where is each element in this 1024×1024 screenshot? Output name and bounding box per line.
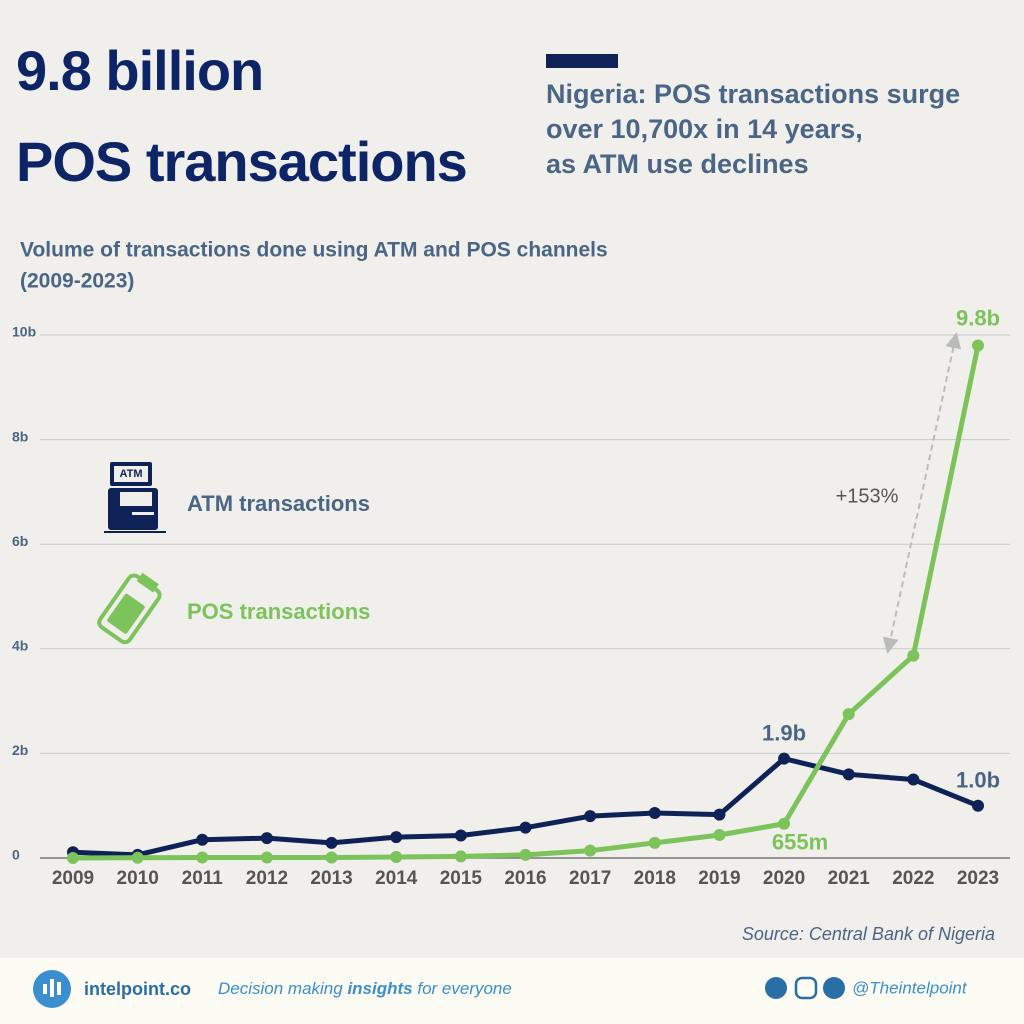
data-point xyxy=(325,836,338,849)
data-point xyxy=(196,851,209,864)
data-point xyxy=(648,807,661,820)
value-label: 1.9b xyxy=(762,720,806,745)
subheadline: over 10,700x in 14 years, xyxy=(546,114,863,144)
x-tick-label: 2020 xyxy=(763,868,805,889)
data-point xyxy=(131,851,144,864)
x-tick-label: 2011 xyxy=(182,868,224,889)
tagline-part: insights xyxy=(347,979,412,998)
footer xyxy=(0,958,1024,1024)
data-point xyxy=(842,768,855,781)
data-point xyxy=(907,773,920,786)
x-tick-label: 2015 xyxy=(440,868,483,889)
data-point xyxy=(842,708,855,721)
data-point xyxy=(67,851,79,864)
data-point xyxy=(584,810,597,823)
annotation-arrow xyxy=(882,332,962,654)
subheadline: as ATM use declines xyxy=(546,149,809,179)
y-tick-label: 6b xyxy=(12,533,28,549)
x-tick-label: 2023 xyxy=(957,868,999,889)
data-point xyxy=(713,828,726,841)
value-label: 1.0b xyxy=(956,768,1000,793)
brand[interactable]: intelpoint.co xyxy=(84,979,191,999)
data-point xyxy=(907,649,920,662)
svg-text:ATM: ATM xyxy=(119,468,142,480)
data-point xyxy=(519,848,532,861)
source: Source: Central Bank of Nigeria xyxy=(742,924,995,944)
value-label: 655m xyxy=(772,830,828,855)
facebook-icon[interactable] xyxy=(823,977,845,999)
tagline-part: Decision making xyxy=(218,979,347,998)
data-point xyxy=(778,817,791,830)
logo-bar xyxy=(57,982,61,995)
x-tick-label: 2014 xyxy=(375,868,418,889)
data-point xyxy=(454,850,467,863)
chart-title: (2009-2023) xyxy=(20,270,134,293)
data-point xyxy=(713,808,726,821)
x-tick-label: 2009 xyxy=(52,868,94,889)
y-tick-label: 0 xyxy=(12,847,20,863)
tagline-part: for everyone xyxy=(413,979,512,998)
y-tick-label: 4b xyxy=(12,638,28,654)
chart-title: Volume of transactions done using ATM an… xyxy=(20,239,608,262)
subheadline: Nigeria: POS transactions surge xyxy=(546,79,960,109)
logo-bar xyxy=(50,979,54,997)
data-point xyxy=(972,799,984,812)
data-point xyxy=(584,844,597,857)
legend-label: ATM transactions xyxy=(187,491,370,516)
x-tick-label: 2012 xyxy=(246,868,288,889)
data-point xyxy=(196,833,209,846)
data-point xyxy=(648,836,661,849)
data-point xyxy=(390,850,403,863)
x-tick-label: 2010 xyxy=(117,868,159,889)
y-tick-label: 10b xyxy=(12,324,36,340)
logo-bar xyxy=(43,984,47,994)
annotation: +153% xyxy=(836,485,899,507)
y-tick-label: 2b xyxy=(12,742,28,758)
tagline: Decision making insights for everyone xyxy=(218,979,512,998)
x-tick-label: 2019 xyxy=(698,868,740,889)
x-tick-label: 2018 xyxy=(634,868,676,889)
x-tick-label: 2022 xyxy=(892,868,934,889)
instagram-icon[interactable] xyxy=(794,976,818,1000)
x-tick-label: 2021 xyxy=(828,868,871,889)
value-label: 9.8b xyxy=(956,305,1000,330)
accent-bar xyxy=(546,54,618,68)
x-icon[interactable] xyxy=(765,977,787,999)
data-point xyxy=(260,832,273,845)
data-point xyxy=(260,851,273,864)
x-tick-label: 2016 xyxy=(504,868,546,889)
legend-label: POS transactions xyxy=(187,599,370,624)
pos-icon xyxy=(97,572,162,645)
data-point xyxy=(390,831,403,844)
data-point xyxy=(778,752,791,765)
data-point xyxy=(325,851,338,864)
data-point xyxy=(454,829,467,842)
data-point xyxy=(519,821,532,834)
data-point xyxy=(972,339,984,352)
plot: 0 2b 4b 6b 8b 10b 2009 2010 2011 2012 2013 2014 2015… xyxy=(12,305,1010,889)
headline: POS transactions xyxy=(16,130,467,193)
x-tick-label: 2017 xyxy=(569,868,611,889)
headline: 9.8 billion xyxy=(16,39,263,102)
handle[interactable]: @Theintelpoint xyxy=(852,978,968,997)
series-line xyxy=(72,756,979,858)
atm-icon: ATM xyxy=(104,462,166,533)
x-tick-label: 2013 xyxy=(310,868,352,889)
y-tick-label: 8b xyxy=(12,428,28,444)
